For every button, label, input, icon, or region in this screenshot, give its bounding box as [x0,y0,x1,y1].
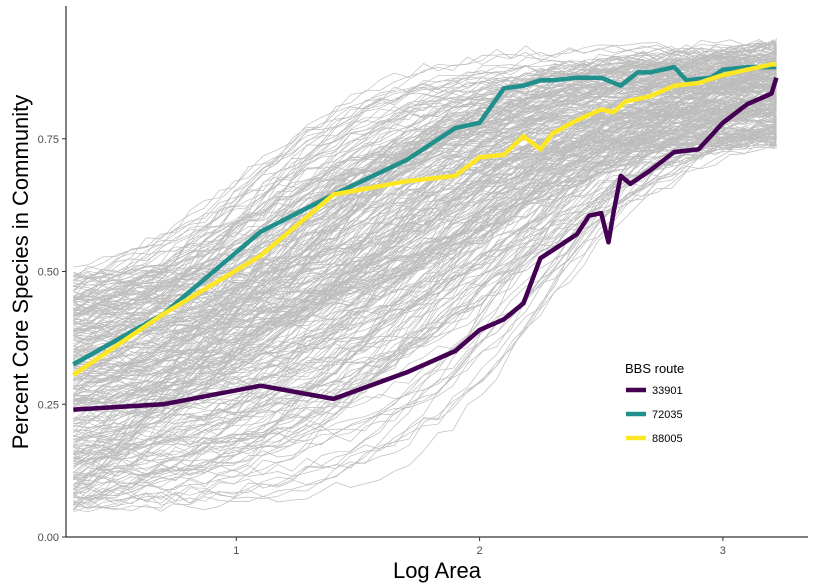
background-route-line [73,101,777,397]
background-route-line [73,72,777,337]
background-route-line [73,110,777,473]
background-route-line [73,43,777,428]
background-route-line [73,107,777,356]
background-route-line [73,87,777,436]
background-route-line [73,66,777,367]
background-route-line [73,144,777,504]
y-tick-label: 0.75 [38,134,59,146]
background-route-line [73,67,777,381]
background-route-line [73,69,777,425]
y-tick-label: 0.25 [38,399,59,411]
background-route-line [73,93,777,326]
series-lines [72,62,779,412]
x-axis-title: Log Area [393,558,482,583]
background-route-line [73,105,777,415]
background-route-line [73,50,777,357]
background-route-line [73,66,777,459]
background-route-line [73,120,777,405]
background-route-line [73,137,777,298]
background-route-line [73,69,777,507]
background-route-line [73,94,777,363]
background-route-line [73,124,777,441]
background-route-line [73,75,777,318]
series-line-72035 [72,64,777,367]
background-route-line [73,124,777,292]
x-axis-ticks: 1 2 3 [233,537,726,557]
background-route-line [73,101,777,506]
background-route-line [73,41,777,391]
background-route-line [73,132,777,468]
x-tick-label: 3 [720,545,726,557]
background-route-line [73,66,777,302]
background-route-line [73,129,777,459]
background-route-line [73,71,777,486]
x-tick-label: 2 [477,545,483,557]
background-route-line [73,49,777,505]
background-route-line [73,125,777,429]
y-tick-label: 0.00 [38,532,59,544]
legend-title: BBS route [625,361,684,376]
background-route-line [73,98,777,454]
background-route-line [73,64,777,332]
background-route-line [73,95,777,337]
background-route-line [73,84,777,495]
series-line-33901 [73,77,779,412]
series-line-88005 [72,62,777,377]
background-route-line [73,81,777,508]
background-route-line [73,100,777,396]
background-route-line [73,101,777,354]
background-route-line [73,127,777,371]
legend: BBS route 33901 72035 88005 [625,361,684,445]
background-route-line [73,114,777,510]
y-tick-label: 0.50 [38,267,59,279]
background-route-line [73,97,777,297]
background-route-line [73,65,777,389]
legend-label-88005: 88005 [652,433,683,445]
y-axis-ticks: 0.00 0.25 0.50 0.75 [38,134,66,544]
legend-label-72035: 72035 [652,409,683,421]
background-route-line [73,59,777,480]
background-route-line [73,113,777,495]
background-route-line [73,76,777,446]
background-route-line [73,70,777,353]
background-route-line [73,71,777,465]
background-route-line [73,79,777,412]
background-route-line [73,44,777,381]
background-route-line [73,132,777,464]
background-route-line [73,37,777,301]
legend-label-33901: 33901 [652,385,683,397]
background-route-line [73,101,777,452]
background-route-line [73,51,777,310]
background-route-line [73,131,777,465]
background-route-line [73,99,777,332]
background-route-line [73,123,777,442]
background-route-line [73,66,777,403]
background-route-line [73,101,777,359]
background-route-line [73,83,777,312]
legend-items: 33901 72035 88005 [626,385,683,445]
y-axis-title: Percent Core Species in Community [8,95,33,450]
background-route-line [73,66,777,470]
background-route-line [73,92,777,487]
background-route-line [73,105,777,280]
background-route-line [73,111,777,316]
x-tick-label: 1 [233,545,239,557]
background-route-line [73,93,777,489]
background-route-line [73,54,777,399]
background-route-line [73,119,777,513]
